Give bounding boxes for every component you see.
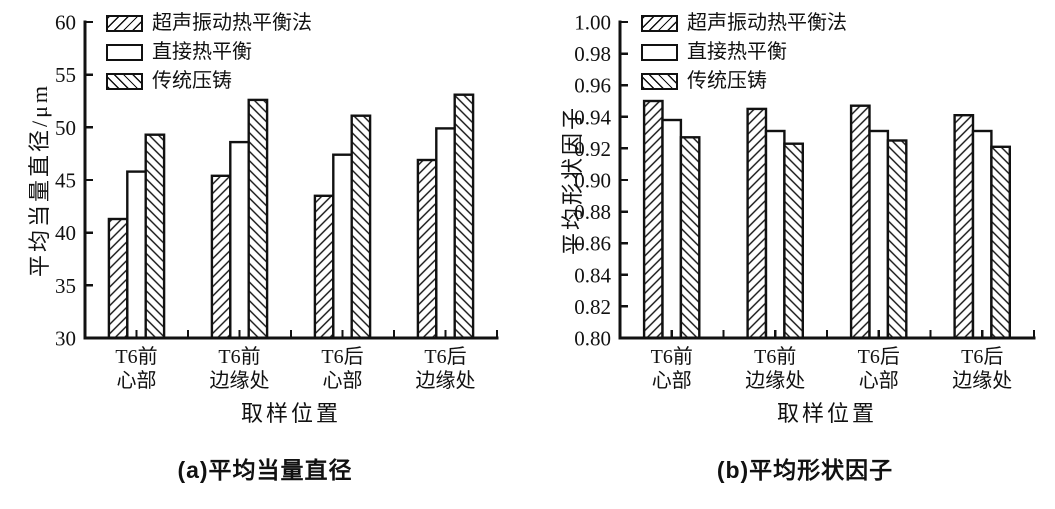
bar-b-cat1-series1 [642, 99, 664, 340]
bar-a-cat2-series1 [210, 174, 232, 340]
bar-b-cat2-series1 [746, 107, 768, 340]
x-tick-label: 心部 [117, 369, 157, 392]
x-ticks-b [670, 330, 1036, 338]
x-tick-label: 边缘处 [745, 369, 805, 392]
legend-label: 传统压铸 [152, 70, 232, 92]
bar-a-cat1-series3 [144, 133, 166, 340]
legend-b: 超声振动热平衡法 直接热平衡 传统压铸 [641, 13, 847, 92]
chart-b: 0.80 0.82 0.84 0.86 0.88 0.90 0.92 0.94 0.96 0.98… [574, 11, 1036, 392]
x-tick-label: T6前 [115, 345, 157, 368]
x-tick-label: T6前 [754, 345, 796, 368]
y-tick-label: 45 [55, 169, 76, 193]
caption-a: (a)平均当量直径 [177, 457, 353, 483]
x-tick-label: 边缘处 [210, 369, 270, 392]
bar-a-cat4-series3 [453, 93, 475, 340]
bar-b-cat2-series2 [764, 129, 786, 340]
bar-a-cat1-series1 [107, 217, 129, 340]
x-tick-label: T6前 [218, 345, 260, 368]
caption-b: (b)平均形状因子 [716, 457, 894, 483]
x-axis-title-a: 取样位置 [240, 401, 341, 426]
y-tick-label: 0.84 [574, 263, 611, 287]
x-tick-label: 心部 [323, 369, 363, 392]
legend-label: 超声振动热平衡法 [687, 12, 847, 34]
y-ticks-b: 0.80 0.82 0.84 0.86 0.88 0.90 0.92 0.94 0.96 0.98… [574, 11, 628, 351]
y-tick-label: 1.00 [574, 11, 611, 35]
x-tick-label: 心部 [859, 369, 899, 392]
bars-a [107, 93, 475, 340]
legend-swatch-back-hatch-icon [106, 73, 143, 90]
legend-a: 超声振动热平衡法 直接热平衡 传统压铸 [106, 13, 312, 92]
y-tick-label: 0.92 [574, 137, 611, 161]
bar-b-cat4-series1 [953, 113, 975, 340]
bar-a-cat4-series1 [416, 158, 438, 340]
bar-a-cat2-series3 [247, 98, 269, 340]
bar-a-cat4-series2 [435, 127, 456, 340]
y-tick-label: 0.88 [574, 200, 611, 224]
y-tick-label: 0.98 [574, 42, 611, 66]
y-tick-label: 55 [55, 63, 76, 87]
legend-swatch-forward-hatch-icon [641, 15, 678, 32]
x-tick-label: 边缘处 [416, 369, 476, 392]
bar-a-cat3-series3 [350, 114, 372, 340]
bar-b-cat3-series1 [849, 104, 871, 340]
y-ticks-a: 30 35 40 45 50 55 60 [55, 11, 93, 351]
legend-item-ultrasonic: 超声振动热平衡法 [641, 13, 847, 34]
legend-item-direct: 直接热平衡 [106, 42, 312, 63]
y-tick-label: 40 [55, 221, 76, 245]
y-tick-label: 30 [55, 327, 76, 351]
y-tick-label: 0.86 [574, 232, 611, 256]
legend-swatch-back-hatch-icon [641, 73, 678, 90]
bar-b-cat1-series2 [661, 118, 683, 340]
bar-b-cat4-series2 [971, 129, 993, 340]
y-tick-label: 60 [55, 11, 76, 35]
x-tick-label: T6后 [961, 345, 1003, 368]
legend-label: 传统压铸 [687, 70, 767, 92]
y-tick-label: 35 [55, 274, 76, 298]
bar-a-cat3-series2 [332, 153, 353, 340]
y-axis-label-a: 平均当量直径/μm [27, 82, 52, 278]
bar-b-cat4-series3 [990, 145, 1012, 340]
x-tick-label: T6后 [321, 345, 363, 368]
legend-item-traditional: 传统压铸 [106, 71, 312, 92]
legend-item-traditional: 传统压铸 [641, 71, 847, 92]
x-tick-label: T6前 [651, 345, 693, 368]
x-tick-label: T6后 [858, 345, 900, 368]
y-tick-label: 0.82 [574, 295, 611, 319]
bar-a-cat3-series1 [313, 194, 335, 340]
y-tick-label: 0.96 [574, 74, 611, 98]
legend-swatch-plain-icon [641, 44, 678, 61]
legend-item-direct: 直接热平衡 [641, 42, 847, 63]
x-tick-label: T6后 [424, 345, 466, 368]
legend-swatch-forward-hatch-icon [106, 15, 143, 32]
legend-item-ultrasonic: 超声振动热平衡法 [106, 13, 312, 34]
legend-swatch-plain-icon [106, 44, 143, 61]
legend-label: 直接热平衡 [152, 41, 252, 63]
x-axis-title-b: 取样位置 [776, 401, 877, 426]
y-tick-label: 0.90 [574, 169, 611, 193]
y-axis-label-b: 平均形状因子 [560, 105, 585, 256]
x-tick-label: 边缘处 [952, 369, 1012, 392]
bars-b [642, 99, 1012, 340]
bar-b-cat3-series3 [886, 139, 908, 340]
bar-b-cat1-series3 [679, 136, 701, 340]
bar-b-cat3-series2 [868, 129, 890, 340]
bar-b-cat2-series3 [783, 142, 805, 340]
legend-label: 超声振动热平衡法 [152, 12, 312, 34]
y-tick-label: 50 [55, 116, 76, 140]
x-ticks-a [135, 330, 499, 338]
bar-a-cat1-series2 [126, 170, 147, 340]
bar-a-cat2-series2 [229, 140, 250, 340]
y-tick-label: 0.94 [574, 105, 611, 129]
x-tick-label: 心部 [652, 369, 692, 392]
y-tick-label: 0.80 [574, 327, 611, 351]
legend-label: 直接热平衡 [687, 41, 787, 63]
